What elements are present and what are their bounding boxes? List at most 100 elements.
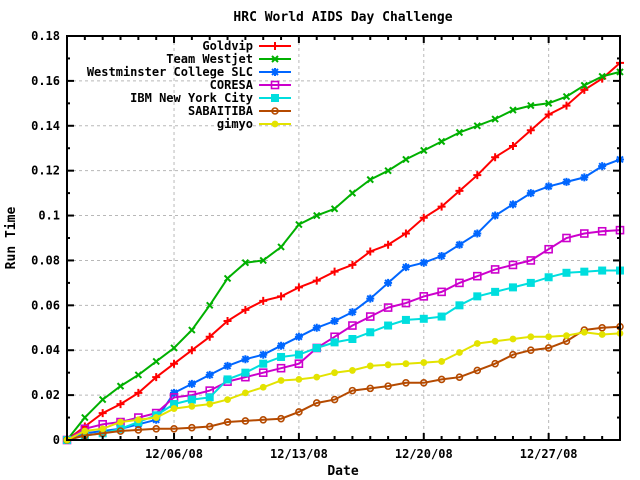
plot-frame (66, 35, 621, 441)
y-tick-label: 0.08 (31, 253, 60, 267)
data-point-marker (544, 273, 553, 282)
data-point-marker (383, 303, 393, 312)
data-point-marker (277, 414, 285, 423)
data-point-marker (527, 101, 535, 110)
data-point-marker (580, 81, 589, 90)
data-point-marker (206, 400, 214, 408)
x-tick-label: 12/06/08 (145, 447, 203, 461)
data-point-marker (508, 260, 518, 270)
data-point-marker (598, 323, 606, 332)
series-line-coresa (66, 229, 621, 441)
data-point-marker (134, 371, 143, 379)
data-point-marker (294, 359, 304, 368)
series-line-goldvip (66, 62, 621, 441)
legend-entry-ibm-new-york-city: IBM New York City (130, 91, 291, 105)
data-point-marker (544, 99, 553, 108)
data-point-marker (509, 350, 517, 359)
data-point-marker (277, 243, 285, 251)
data-point-marker (330, 317, 339, 326)
data-point-marker (384, 321, 393, 330)
legend-label: Westminster College SLC (87, 65, 253, 79)
legend-entry-sabaitiba: SABAITIBA (188, 104, 291, 118)
data-point-marker (277, 352, 286, 361)
data-point-marker (188, 423, 196, 432)
data-point-marker (508, 283, 517, 292)
data-point-marker (598, 72, 606, 81)
data-point-marker (598, 331, 606, 338)
data-point-marker (205, 332, 214, 341)
data-point-marker (437, 312, 446, 321)
data-point-marker (491, 337, 499, 345)
data-point-marker (312, 323, 321, 332)
data-point-marker (348, 189, 357, 197)
data-point-marker (420, 359, 428, 366)
legend-entry-coresa: CORESA (210, 78, 291, 92)
data-point-marker (384, 278, 393, 287)
data-point-marker (473, 171, 482, 180)
data-point-marker (223, 375, 232, 384)
data-point-marker (187, 379, 196, 388)
data-point-marker (205, 393, 214, 402)
data-point-marker (597, 226, 607, 236)
data-point-marker (562, 177, 571, 186)
data-point-marker (401, 229, 410, 238)
data-point-marker (437, 202, 446, 211)
data-point-marker (491, 359, 499, 368)
data-point-marker (455, 278, 464, 288)
data-point-marker (295, 220, 303, 229)
data-point-marker (313, 211, 321, 220)
legend-label: Team Westjet (166, 52, 253, 66)
data-point-marker (205, 422, 214, 431)
data-point-marker (271, 55, 279, 63)
data-point-marker (170, 400, 179, 409)
data-point-marker (152, 373, 161, 382)
data-point-marker (259, 415, 268, 424)
data-point-marker (271, 42, 279, 50)
data-point-marker (580, 173, 589, 182)
y-axis-label: Run Time (4, 207, 19, 270)
data-point-marker (294, 332, 303, 341)
data-point-marker (116, 382, 125, 390)
data-point-marker (438, 358, 446, 365)
data-point-marker (562, 92, 571, 101)
data-point-marker (152, 414, 160, 421)
tick-labels: 0 0.02 0.04 0.06 0.08 0.1 0.12 0.14 0.16 0.18 12/0… (31, 29, 577, 461)
data-point-marker (312, 399, 321, 407)
legend-entry-gimyo: gimyo (217, 117, 291, 131)
y-tick-label: 0.02 (31, 388, 60, 402)
data-point-marker (187, 346, 196, 355)
data-point-marker (455, 373, 464, 381)
data-point-marker (366, 328, 375, 337)
data-point-marker (152, 357, 160, 366)
data-point-marker (527, 333, 535, 341)
legend-entry-westminster-college-slc: Westminster College SLC (87, 65, 291, 79)
data-point-marker (437, 137, 446, 146)
data-point-marker (224, 396, 231, 403)
x-tick-label: 12/13/08 (270, 447, 328, 461)
data-point-marker (490, 265, 500, 274)
data-point-marker (188, 326, 196, 334)
data-point-marker (188, 402, 196, 410)
data-point-marker (271, 68, 279, 76)
data-point-marker (348, 386, 357, 395)
data-point-marker (294, 283, 303, 292)
legend-entry-goldvip: Goldvip (202, 39, 291, 53)
data-point-marker (170, 405, 178, 412)
legend-label: Goldvip (202, 39, 253, 53)
data-point-marker (348, 308, 357, 317)
data-point-marker (277, 377, 285, 384)
data-point-marker (259, 359, 268, 368)
data-point-marker (330, 267, 339, 276)
data-point-marker (508, 141, 517, 150)
data-point-marker (276, 363, 286, 373)
data-point-marker (134, 426, 143, 434)
data-point-marker (455, 240, 464, 249)
data-point-marker (419, 378, 428, 387)
data-point-marker (472, 271, 482, 281)
series-westminster-college-slc (63, 155, 624, 444)
y-tick-label: 0.18 (31, 29, 60, 43)
data-point-marker (473, 122, 481, 130)
data-point-marker (366, 362, 374, 370)
